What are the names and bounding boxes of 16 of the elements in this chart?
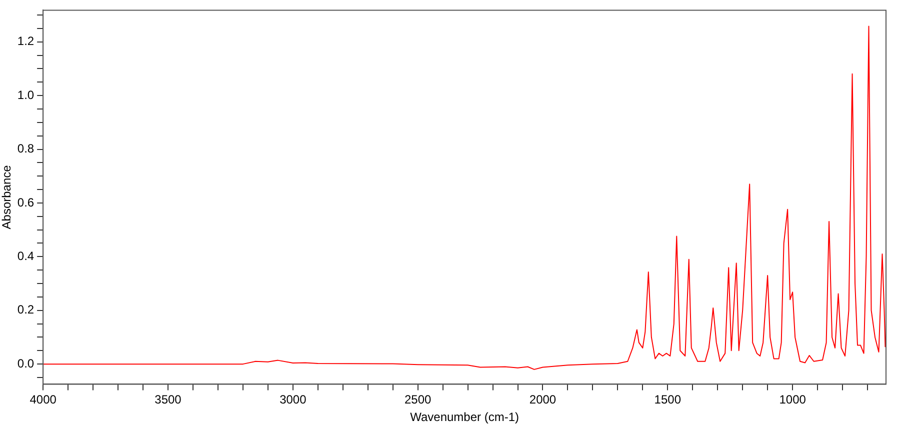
y-tick-label: 0.4 [17,248,34,263]
y-tick-label: 0.0 [17,356,34,370]
y-axis-title: Absorbance [0,164,14,230]
x-tick-label: 3000 [280,392,307,407]
x-tick-label: 1500 [654,392,682,407]
y-tick-label: 1.0 [17,88,34,102]
x-axis-title: Wavenumber (cm-1) [410,410,519,424]
x-tick-label: 1000 [779,392,806,407]
y-tick-label: 1.2 [17,34,34,48]
x-tick-label: 2000 [529,392,556,407]
x-tick-label: 4000 [30,392,57,407]
y-tick-label: 0.2 [17,302,34,317]
y-tick-label: 0.8 [17,142,34,156]
x-tick-label: 2500 [404,392,432,407]
x-tick-label: 3500 [154,392,182,407]
y-tick-label: 0.6 [17,195,34,210]
